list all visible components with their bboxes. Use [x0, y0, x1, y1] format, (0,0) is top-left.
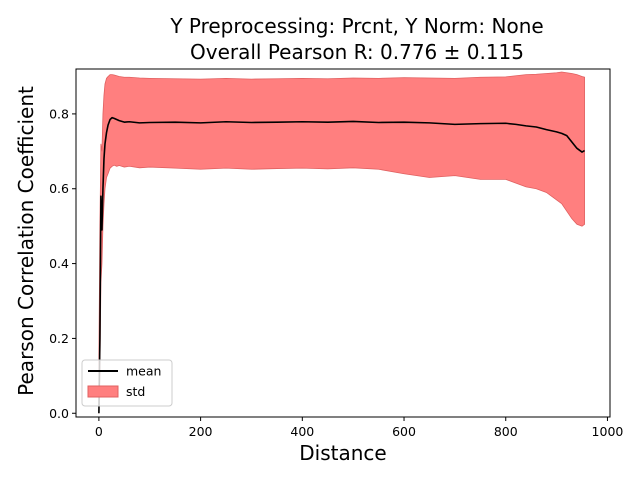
x-tick-label: 200 [189, 424, 213, 439]
legend: mean std [81, 359, 173, 407]
std-band [98, 71, 585, 414]
x-tick-label: 800 [494, 424, 518, 439]
y-axis-label: Pearson Correlation Coefficient [14, 86, 38, 396]
chart-title-line2: Overall Pearson R: 0.776 ± 0.115 [190, 40, 524, 64]
y-tick-label: 0.6 [49, 181, 69, 196]
mean-line [98, 116, 585, 414]
legend-mean-label: mean [126, 364, 161, 379]
x-axis-ticks: 0 200 400 600 800 1000 [95, 417, 624, 439]
x-axis-label: Distance [299, 441, 386, 465]
axes-frame [75, 68, 611, 418]
chart-title-line1: Y Preprocessing: Prcnt, Y Norm: None [169, 14, 543, 38]
x-tick-label: 600 [392, 424, 416, 439]
plot-area [98, 71, 585, 414]
y-axis-ticks: 0.0 0.2 0.4 0.6 0.8 [49, 106, 76, 421]
y-tick-label: 0.4 [49, 256, 69, 271]
y-tick-label: 0.2 [49, 331, 69, 346]
x-tick-label: 0 [95, 424, 103, 439]
x-tick-label: 1000 [592, 424, 624, 439]
x-tick-label: 400 [290, 424, 314, 439]
y-tick-label: 0.8 [49, 106, 69, 121]
legend-std-label: std [126, 384, 145, 399]
legend-std-swatch [87, 385, 119, 398]
y-tick-label: 0.0 [49, 406, 69, 421]
